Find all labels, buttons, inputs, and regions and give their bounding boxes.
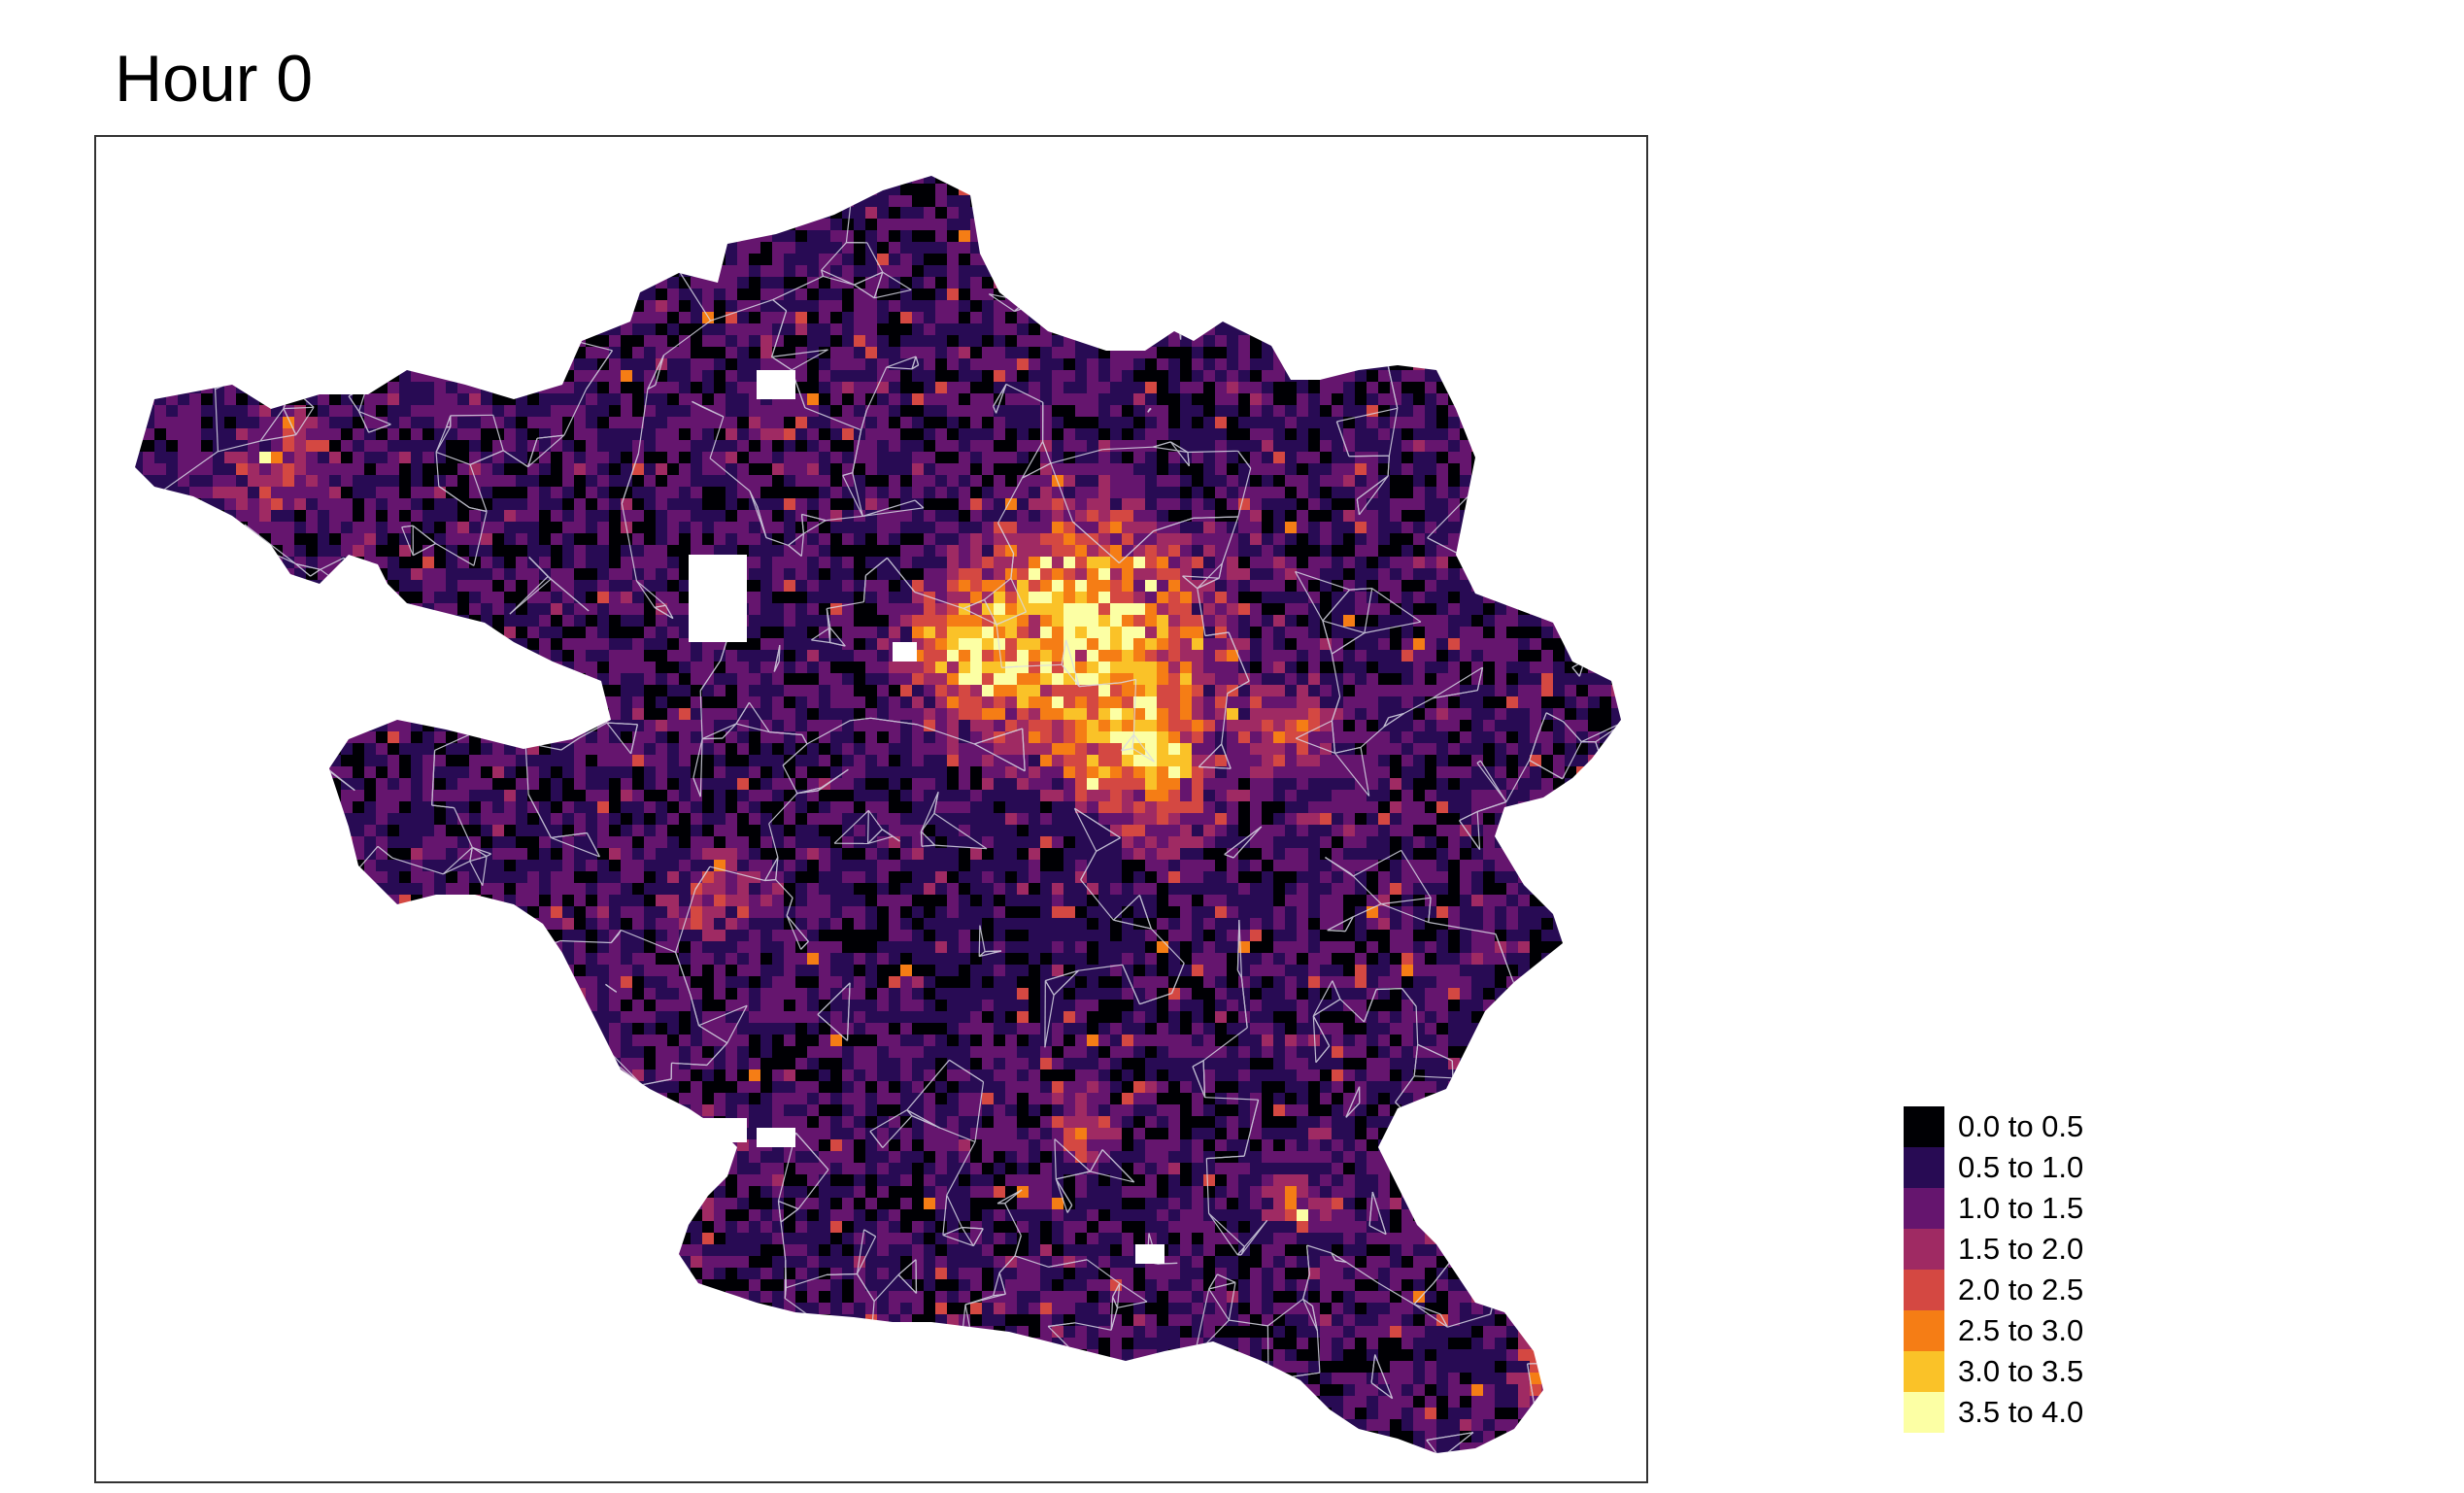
legend-label: 2.0 to 2.5 <box>1958 1272 2084 1306</box>
legend-item: 3.0 to 3.5 <box>1904 1351 2156 1392</box>
map-gap <box>689 555 747 642</box>
legend-swatch <box>1904 1270 1944 1310</box>
legend-item: 0.0 to 0.5 <box>1904 1106 2156 1147</box>
legend-swatch <box>1904 1147 1944 1188</box>
map-gap <box>757 1128 795 1147</box>
map-gap <box>679 1118 747 1142</box>
map-gap <box>893 642 917 662</box>
map-gap <box>1135 1244 1164 1264</box>
legend-label: 0.0 to 0.5 <box>1958 1109 2084 1143</box>
map-cells <box>135 176 1621 1453</box>
legend-item: 0.5 to 1.0 <box>1904 1147 2156 1188</box>
legend-label: 1.0 to 1.5 <box>1958 1191 2084 1225</box>
map-panel <box>94 135 1648 1483</box>
legend-label: 1.5 to 2.0 <box>1958 1232 2084 1266</box>
map-gap <box>757 370 795 399</box>
legend-swatch <box>1904 1351 1944 1392</box>
legend: 0.0 to 0.5 0.5 to 1.0 1.0 to 1.5 1.5 to 2.0… <box>1904 1106 2156 1433</box>
legend-item: 1.0 to 1.5 <box>1904 1188 2156 1229</box>
legend-label: 0.5 to 1.0 <box>1958 1150 2084 1184</box>
legend-swatch <box>1904 1392 1944 1433</box>
legend-label: 2.5 to 3.0 <box>1958 1313 2084 1347</box>
legend-swatch <box>1904 1310 1944 1351</box>
legend-label: 3.0 to 3.5 <box>1958 1354 2084 1388</box>
choropleth-map <box>135 176 1621 1453</box>
legend-item: 2.0 to 2.5 <box>1904 1270 2156 1310</box>
legend-item: 2.5 to 3.0 <box>1904 1310 2156 1351</box>
legend-swatch <box>1904 1106 1944 1147</box>
legend-swatch <box>1904 1229 1944 1270</box>
legend-item: 3.5 to 4.0 <box>1904 1392 2156 1433</box>
map-title: Hour 0 <box>115 42 314 116</box>
legend-label: 3.5 to 4.0 <box>1958 1395 2084 1429</box>
legend-swatch <box>1904 1188 1944 1229</box>
legend-item: 1.5 to 2.0 <box>1904 1229 2156 1270</box>
